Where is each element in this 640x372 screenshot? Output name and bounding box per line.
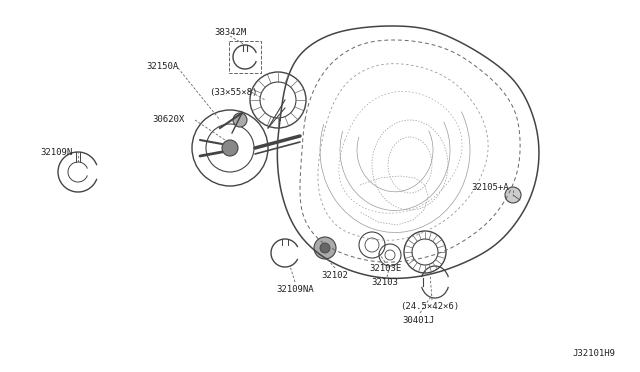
Circle shape <box>233 113 247 127</box>
Text: 32109NA: 32109NA <box>276 285 314 294</box>
Circle shape <box>222 140 238 156</box>
Text: 30620X: 30620X <box>152 115 184 124</box>
Text: (33×55×8): (33×55×8) <box>209 88 257 97</box>
Text: 32109N: 32109N <box>40 148 72 157</box>
Text: (24.5×42×6): (24.5×42×6) <box>401 302 460 311</box>
Text: J32101H9: J32101H9 <box>572 349 615 358</box>
Circle shape <box>314 237 336 259</box>
Text: 38342M: 38342M <box>214 28 246 37</box>
Text: 32102: 32102 <box>321 271 348 280</box>
Text: 32105+A: 32105+A <box>471 183 509 192</box>
Text: 32103: 32103 <box>372 278 399 287</box>
Text: 30401J: 30401J <box>402 316 434 325</box>
Text: 32103E: 32103E <box>369 264 401 273</box>
Circle shape <box>320 243 330 253</box>
Text: 32150A: 32150A <box>146 62 178 71</box>
Circle shape <box>505 187 521 203</box>
